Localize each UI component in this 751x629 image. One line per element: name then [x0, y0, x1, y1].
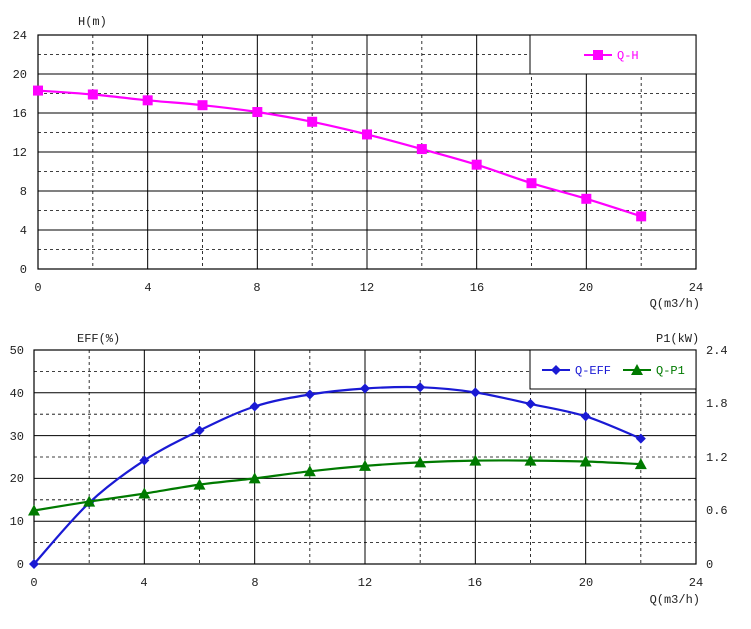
qh-x-tick-label: 0 [34, 281, 41, 295]
qh-data-point [636, 211, 647, 222]
qh-y-tick-label: 8 [20, 185, 27, 199]
qh-legend: Q-H [529, 34, 697, 75]
eff-x-tick-label: 24 [689, 576, 703, 590]
p1-y-axis-label: P1(kW) [656, 332, 699, 346]
p1-y-tick-label: 0.6 [706, 504, 728, 518]
qh-y-axis-label: H(m) [78, 15, 107, 29]
eff-x-axis-label: Q(m3/h) [650, 593, 700, 607]
eff-x-tick-label: 0 [30, 576, 37, 590]
eff-legend-label: Q-EFF [575, 364, 611, 378]
qh-plot-border [37, 34, 697, 270]
qh-series [33, 85, 647, 222]
eff-data-point [415, 382, 426, 393]
eff-x-tick-label: 12 [358, 576, 372, 590]
eff-y-tick-label: 10 [10, 515, 24, 529]
eff-y-tick-label: 40 [10, 387, 24, 401]
eff-y-axis-label: EFF(%) [77, 332, 120, 346]
eff-x-tick-label: 4 [140, 576, 147, 590]
p1-data-point [634, 458, 647, 470]
qh-x-tick-label: 8 [253, 281, 260, 295]
qh-y-tick-label: 0 [20, 263, 27, 277]
eff-x-tick-label: 16 [468, 576, 482, 590]
p1-data-point [579, 455, 592, 467]
eff-data-point [580, 411, 591, 422]
qh-data-point [197, 100, 208, 111]
p1-data-point [303, 465, 316, 477]
eff-x-tick-label: 8 [251, 576, 258, 590]
qh-data-point [252, 107, 263, 118]
qh-data-point [307, 116, 318, 127]
eff-series [28, 382, 647, 569]
qh-x-tick-label: 24 [689, 281, 703, 295]
eff-data-point [29, 559, 39, 569]
p1-data-point [524, 454, 537, 466]
p1-y-tick-label: 1.8 [706, 397, 728, 411]
p1-y-tick-label: 1.2 [706, 451, 728, 465]
qh-x-tick-label: 12 [360, 281, 374, 295]
eff-legend-marker [551, 365, 561, 375]
eff-legend: Q-EFF Q-P1 [529, 349, 697, 390]
p1-data-point [414, 456, 427, 468]
eff-data-point [139, 455, 150, 466]
eff-p1-chart: 0 10 20 30 40 50 0 0.6 1.2 1.8 2.4 0 4 8… [10, 332, 728, 607]
eff-y-tick-label: 50 [10, 344, 24, 358]
p1-data-point [28, 504, 40, 516]
qh-y-tick-label: 4 [20, 224, 27, 238]
qh-legend-box [529, 34, 697, 75]
p1-legend-label: Q-P1 [656, 364, 685, 378]
qh-x-tick-label: 16 [470, 281, 484, 295]
qh-y-tick-label: 12 [13, 146, 27, 160]
qh-chart: 0 4 8 12 16 20 24 0 4 8 12 16 20 24 H(m)… [13, 15, 704, 311]
eff-data-point [525, 398, 536, 409]
eff-data-point [470, 387, 481, 398]
p1-data-point [193, 478, 206, 490]
qh-x-tick-label: 4 [144, 281, 151, 295]
qh-legend-label: Q-H [617, 49, 639, 63]
qh-data-point [87, 89, 98, 100]
eff-data-point [304, 389, 315, 400]
qh-data-point [416, 144, 427, 155]
eff-y-tick-label: 20 [10, 472, 24, 486]
qh-x-axis-label: Q(m3/h) [650, 297, 700, 311]
qh-data-point [526, 178, 537, 189]
eff-plot-border [33, 349, 697, 565]
p1-data-point [469, 454, 482, 466]
p1-legend-marker [631, 364, 643, 375]
p1-series-line [33, 459, 641, 512]
p1-y-tick-label: 2.4 [706, 344, 728, 358]
eff-data-point [249, 401, 260, 412]
qh-x-tick-label: 20 [579, 281, 593, 295]
qh-data-point [471, 159, 482, 170]
p1-data-point [138, 487, 151, 499]
eff-data-point [635, 433, 646, 444]
qh-data-point [581, 193, 592, 204]
qh-y-tick-label: 24 [13, 29, 27, 43]
p1-data-point [83, 495, 96, 507]
p1-data-point [248, 472, 261, 484]
p1-y-tick-label: 0 [706, 558, 713, 572]
eff-y-tick-label: 0 [17, 558, 24, 572]
qh-legend-marker [593, 50, 603, 60]
eff-data-point [194, 425, 205, 436]
qh-data-point [33, 85, 43, 96]
eff-data-point [360, 383, 370, 394]
qh-data-point [142, 95, 153, 106]
qh-y-tick-label: 16 [13, 107, 27, 121]
eff-y-tick-label: 30 [10, 430, 24, 444]
qh-data-point [362, 129, 372, 140]
eff-x-tick-label: 20 [579, 576, 593, 590]
p1-data-point [359, 459, 371, 471]
qh-y-tick-label: 20 [13, 68, 27, 82]
